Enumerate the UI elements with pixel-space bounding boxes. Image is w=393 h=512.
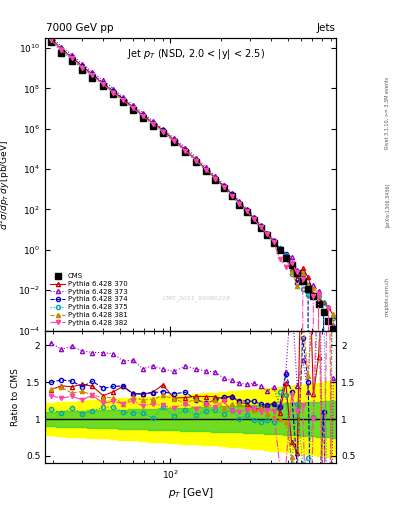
- Text: [arXiv:1306.3436]: [arXiv:1306.3436]: [385, 183, 389, 227]
- CMS: [300, 278, 305, 284]
- CMS: [213, 177, 217, 183]
- X-axis label: $p_T$ [GeV]: $p_T$ [GeV]: [168, 486, 213, 500]
- CMS: [130, 107, 135, 113]
- CMS: [316, 301, 321, 307]
- CMS: [221, 185, 226, 191]
- CMS: [101, 83, 106, 89]
- CMS: [70, 57, 74, 63]
- CMS: [271, 240, 276, 246]
- CMS: [230, 194, 234, 200]
- CMS: [141, 115, 145, 121]
- CMS: [289, 262, 294, 268]
- CMS: [90, 75, 95, 81]
- CMS: [277, 247, 282, 253]
- Text: Jet $p_T$ (NSD, 2.0 < |y| < 2.5): Jet $p_T$ (NSD, 2.0 < |y| < 2.5): [127, 47, 265, 61]
- CMS: [306, 286, 310, 292]
- CMS: [237, 202, 242, 208]
- CMS: [331, 326, 336, 332]
- Text: Rivet 3.1.10, >= 3.3M events: Rivet 3.1.10, >= 3.3M events: [385, 76, 389, 149]
- CMS: [172, 139, 176, 145]
- CMS: [80, 67, 84, 73]
- CMS: [160, 130, 165, 136]
- Y-axis label: Ratio to CMS: Ratio to CMS: [11, 368, 20, 426]
- CMS: [151, 123, 155, 129]
- CMS: [311, 293, 316, 300]
- Text: Jets: Jets: [316, 23, 335, 33]
- Text: CMS_2011_S9086218: CMS_2011_S9086218: [162, 295, 230, 302]
- CMS: [252, 217, 256, 223]
- CMS: [194, 159, 198, 165]
- Y-axis label: $d^2\sigma/dp_T\,dy\,\mathrm{[pb/GeV]}$: $d^2\sigma/dp_T\,dy\,\mathrm{[pb/GeV]}$: [0, 139, 12, 229]
- CMS: [59, 50, 64, 56]
- Text: mcplots.cern.ch: mcplots.cern.ch: [385, 278, 389, 316]
- CMS: [295, 270, 299, 276]
- Text: 7000 GeV pp: 7000 GeV pp: [46, 23, 114, 33]
- CMS: [121, 99, 125, 105]
- CMS: [258, 225, 263, 231]
- CMS: [48, 39, 53, 45]
- CMS: [244, 209, 249, 216]
- CMS: [321, 309, 326, 315]
- CMS: [265, 232, 270, 239]
- CMS: [283, 255, 288, 261]
- CMS: [111, 92, 116, 98]
- CMS: [204, 168, 208, 175]
- CMS: [326, 318, 331, 324]
- CMS: [183, 149, 188, 155]
- Legend: CMS, Pythia 6.428 370, Pythia 6.428 373, Pythia 6.428 374, Pythia 6.428 375, Pyt: CMS, Pythia 6.428 370, Pythia 6.428 373,…: [49, 272, 129, 327]
- Line: CMS: CMS: [48, 39, 336, 332]
